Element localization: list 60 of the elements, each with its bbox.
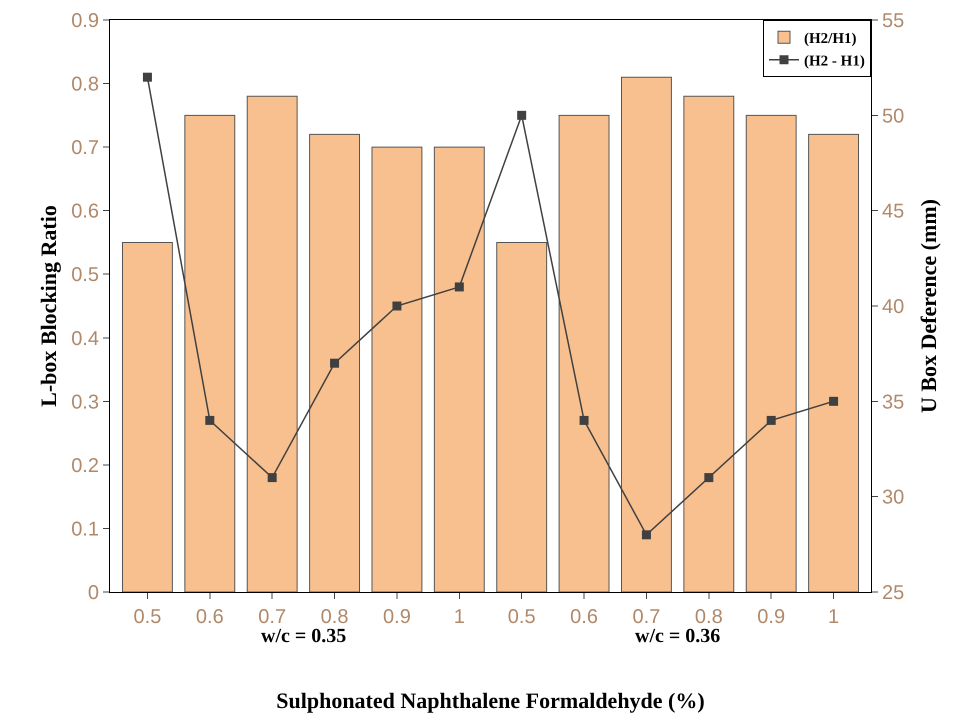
y-tick-label: 0.5 <box>71 264 99 286</box>
bar <box>558 114 610 592</box>
y2-tick-label: 25 <box>882 582 904 604</box>
y-tick-label: 0.9 <box>71 10 99 32</box>
legend-label: (H2/H1) <box>804 31 856 48</box>
y-tick-label: 0 <box>88 582 99 604</box>
x-tick-label: 0.5 <box>508 606 536 628</box>
point <box>829 396 838 406</box>
x-tick-label: 1 <box>828 606 840 628</box>
y-tick-label: 0.3 <box>71 391 99 414</box>
x-tick-label: 0.7 <box>258 606 286 628</box>
bar <box>371 146 422 592</box>
y2-tick-label: 50 <box>882 105 904 128</box>
legend-label: (H2 - H1) <box>804 54 865 70</box>
y-tick-label: 0.8 <box>71 74 99 96</box>
x-tick-label: 0.8 <box>694 606 723 628</box>
text: w/c = 0.36 <box>635 625 720 647</box>
x-tick-label: 0.6 <box>196 606 224 628</box>
point <box>580 416 589 425</box>
point <box>517 110 526 120</box>
bar <box>122 242 173 592</box>
x-tick-label: 0.5 <box>134 606 162 628</box>
y-tick-label: 0.2 <box>71 454 99 477</box>
point <box>766 416 776 425</box>
point <box>454 282 464 292</box>
y-tick-label: 0.1 <box>71 518 99 540</box>
y-tick-label: 0.7 <box>71 137 99 160</box>
bar <box>683 96 734 592</box>
point <box>642 530 651 540</box>
x-tick-label: 0.8 <box>320 606 348 628</box>
y2-axis-title: U Box Deference (mm) <box>916 198 941 414</box>
x-tick-label: 0.6 <box>570 606 598 628</box>
x-tick-label: 0.7 <box>632 606 660 628</box>
x-tick-label: 1 <box>454 606 465 628</box>
y2-tick-label: 55 <box>882 10 904 32</box>
y2-tick-label: 30 <box>882 486 904 509</box>
x-tick-label: 0.9 <box>757 606 786 628</box>
bar <box>496 242 548 592</box>
point <box>268 473 277 482</box>
y-axis-title: L-box Blocking Ratio <box>36 205 61 407</box>
y2-tick-label: 45 <box>882 200 904 223</box>
point <box>704 473 714 482</box>
bar <box>434 146 485 592</box>
bar <box>808 134 860 592</box>
bar <box>184 114 236 592</box>
y2-tick-label: 35 <box>882 391 904 414</box>
bar <box>246 96 298 592</box>
bar <box>309 134 360 592</box>
bar <box>620 76 672 592</box>
y-tick-label: 0.6 <box>71 200 99 223</box>
point <box>205 416 214 425</box>
point <box>392 302 402 310</box>
y-tick-label: 0.4 <box>71 328 99 350</box>
text: w/c = 0.35 <box>261 625 346 647</box>
bar <box>746 114 797 592</box>
point <box>330 358 340 368</box>
y2-tick-label: 40 <box>882 296 904 318</box>
point <box>142 72 152 82</box>
x-axis-title: Sulphonated Naphthalene Formaldehyde (%) <box>276 688 705 713</box>
x-tick-label: 0.9 <box>383 606 411 628</box>
